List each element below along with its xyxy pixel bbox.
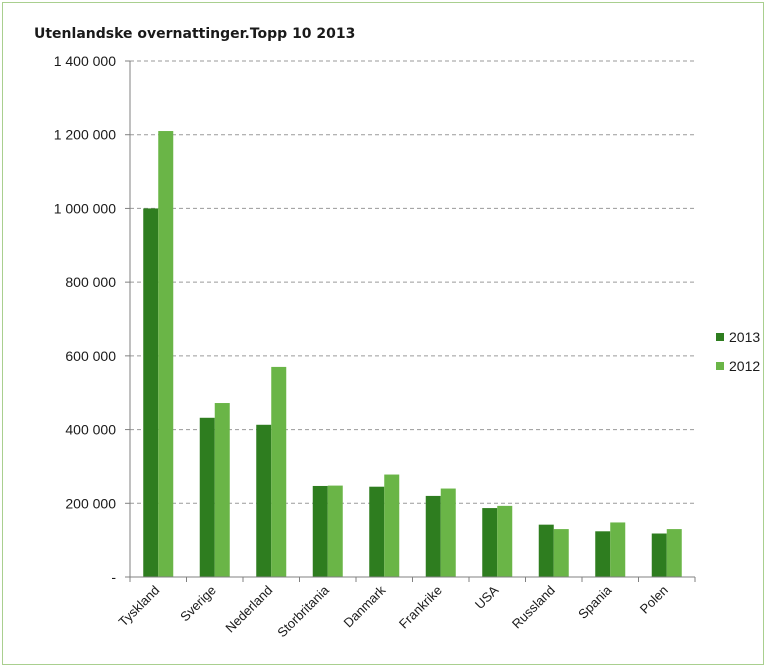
x-category-label: Russland <box>509 583 558 632</box>
bar-2013-danmark <box>369 486 385 577</box>
bar-2013-russland <box>538 524 554 577</box>
y-tick-label: - <box>111 569 116 585</box>
bar-2012-usa <box>497 505 513 577</box>
legend-label-2012: 2012 <box>729 358 760 374</box>
bar-2013-usa <box>482 508 498 577</box>
y-tick-label: 400 000 <box>65 422 116 438</box>
bar-2012-storbritania <box>327 485 343 577</box>
x-category-label: USA <box>472 582 502 612</box>
bar-2012-sverige <box>214 403 230 577</box>
y-tick-label: 800 000 <box>65 274 116 290</box>
bar-2012-nederland <box>271 366 287 577</box>
bar-2013-spania <box>595 531 611 577</box>
y-axis-ticks: - 200 000 400 000 600 000 800 000 1 000 000 1 … <box>54 53 130 585</box>
bar-2012-spania <box>610 522 626 577</box>
bar-2013-polen <box>651 533 667 577</box>
bars <box>143 131 682 577</box>
x-category-label: Spania <box>575 582 615 622</box>
x-category-label: Storbritania <box>274 582 332 640</box>
legend-label-2013: 2013 <box>729 329 760 345</box>
bar-2012-tyskland <box>158 131 174 577</box>
legend: 2013 2012 <box>716 329 760 374</box>
x-category-label: Nederland <box>222 583 275 636</box>
x-category-label: Sverige <box>177 583 219 625</box>
legend-swatch-2012 <box>716 362 724 370</box>
x-category-label: Frankrike <box>396 583 445 632</box>
y-tick-label: 600 000 <box>65 348 116 364</box>
bar-2013-tyskland <box>143 208 159 577</box>
axes <box>129 61 696 582</box>
bar-2012-danmark <box>384 474 400 577</box>
bar-2012-frankrike <box>440 488 456 577</box>
y-tick-label: 200 000 <box>65 495 116 511</box>
bar-2013-sverige <box>199 417 215 577</box>
bar-2012-russland <box>553 529 569 577</box>
bar-2012-polen <box>666 529 682 577</box>
x-category-label: Polen <box>637 583 671 617</box>
bar-2013-nederland <box>256 424 272 577</box>
y-tick-label: 1 200 000 <box>54 127 116 143</box>
bar-2013-frankrike <box>425 495 441 577</box>
bar-2013-storbritania <box>312 485 328 577</box>
y-tick-label: 1 000 000 <box>54 200 116 216</box>
x-category-label: Danmark <box>340 582 388 630</box>
y-tick-label: 1 400 000 <box>54 53 116 69</box>
x-category-label: Tyskland <box>115 583 162 630</box>
chart-title: Utenlandske overnattinger.Topp 10 2013 <box>34 26 355 42</box>
legend-swatch-2013 <box>716 333 724 341</box>
